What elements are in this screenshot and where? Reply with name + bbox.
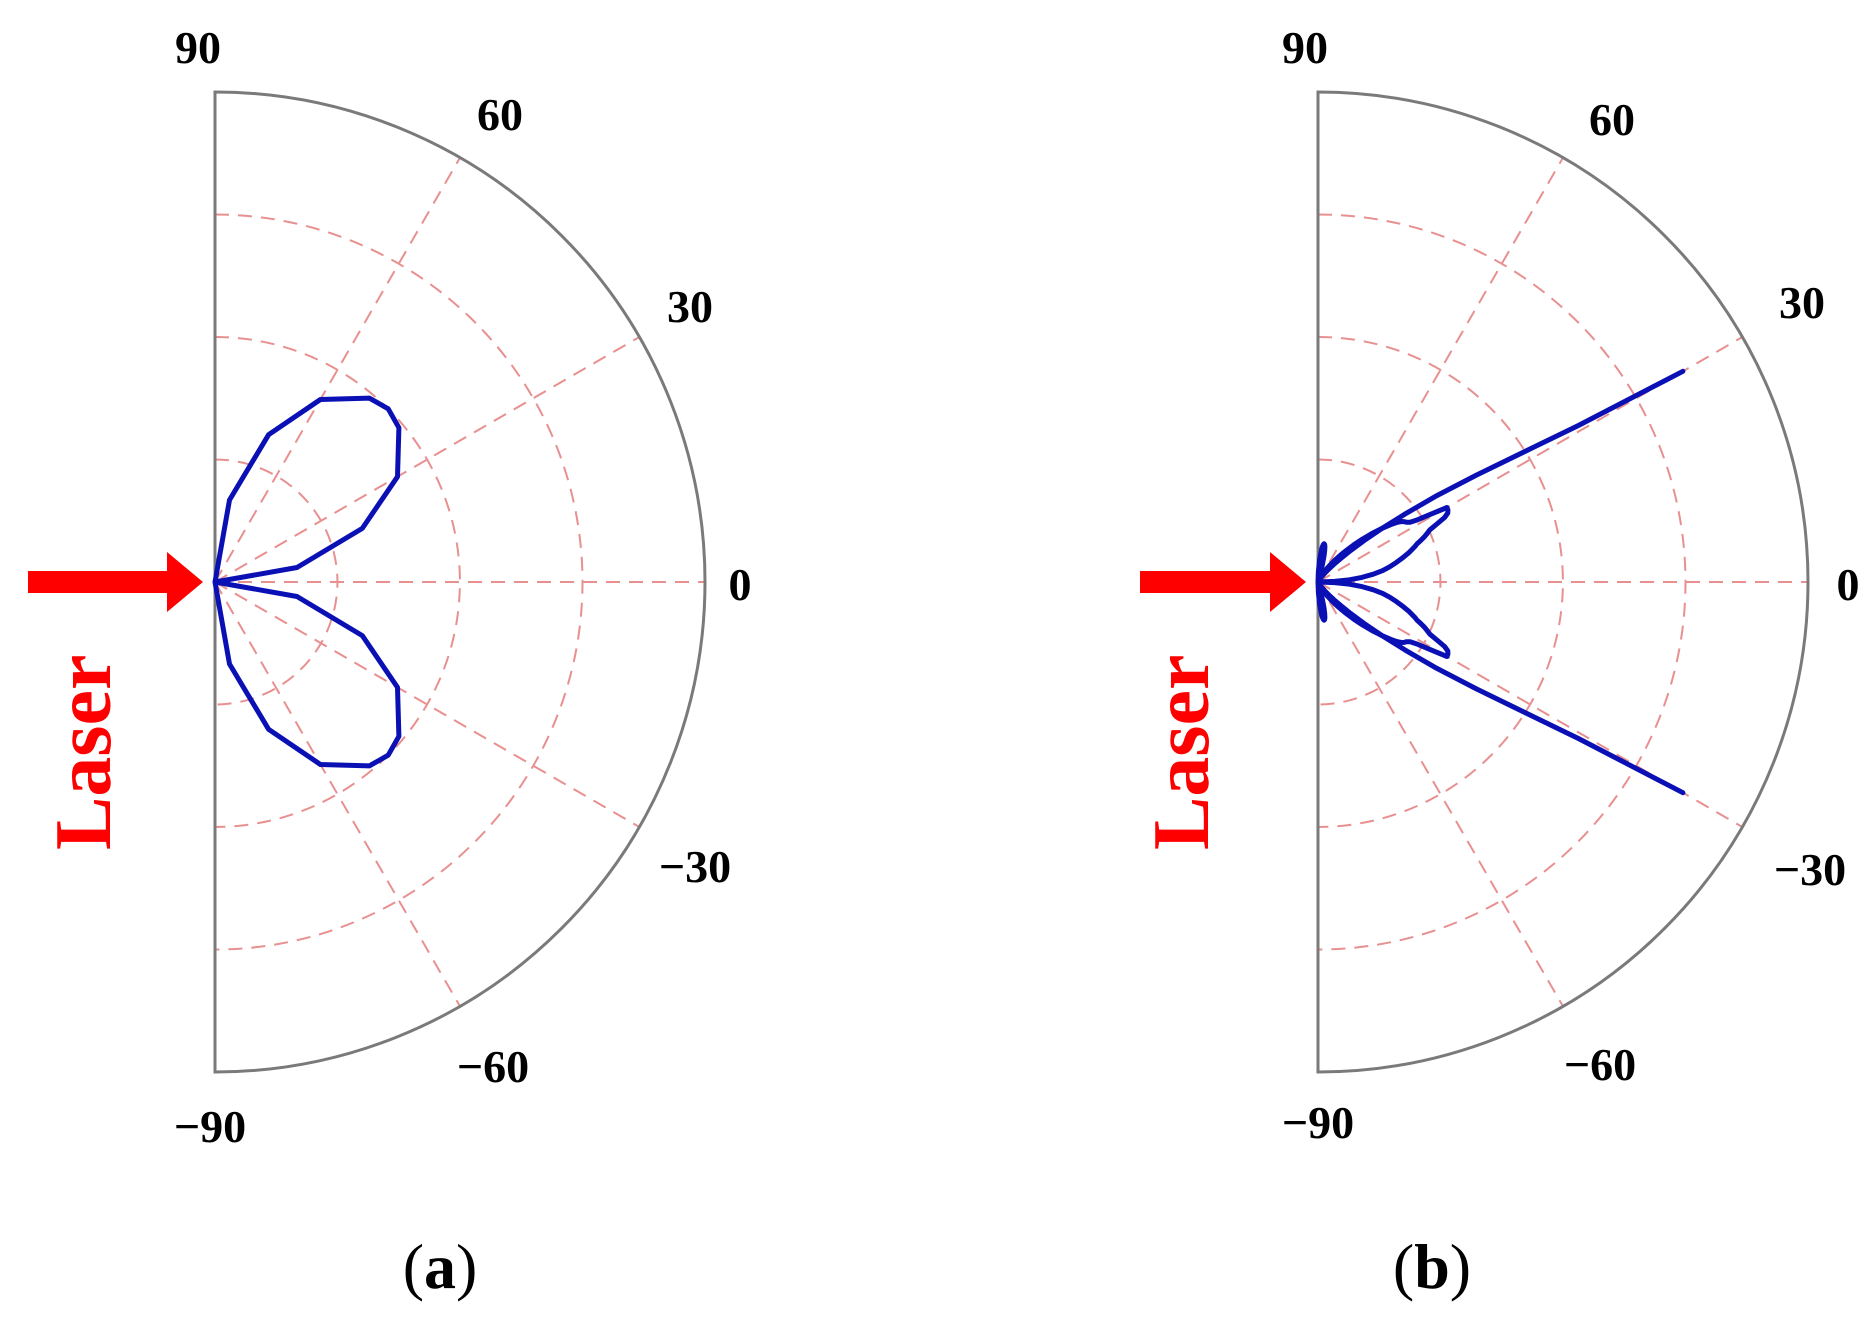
angle-tick-90-b: 90	[1282, 22, 1328, 73]
grid-b	[1317, 157, 1808, 1007]
panel-label-b: (b)	[1393, 1231, 1471, 1302]
angle-tick-0-a: 0	[729, 559, 752, 610]
panel-label-close-b: )	[1450, 1231, 1471, 1302]
laser-label-b: Laser	[1138, 654, 1226, 850]
series-curve-a-0	[212, 395, 402, 769]
angle-tick-minus90-a: −90	[174, 1101, 246, 1152]
curves-b	[1315, 368, 1686, 796]
panel-label-letter-a: a	[424, 1231, 456, 1302]
panel-label-open-a: (	[403, 1231, 424, 1302]
angle-tick-minus30-a: −30	[659, 841, 731, 892]
angle-tick-30-a: 30	[667, 281, 713, 332]
angle-tick-30-b: 30	[1779, 277, 1825, 328]
radial-gridline-a-1	[214, 336, 461, 828]
laser-label-a: Laser	[40, 654, 128, 850]
angle-spoke-a-4	[214, 581, 640, 828]
laser-arrow-a	[28, 552, 203, 612]
angle-spoke-b-5	[1317, 581, 1564, 1007]
panel-label-a: (a)	[403, 1231, 478, 1302]
angle-spoke-a-1	[214, 157, 461, 583]
angle-spoke-a-2	[214, 336, 640, 583]
curves-a	[212, 395, 402, 769]
angle-tick-minus90-b: −90	[1282, 1097, 1354, 1148]
series-curve-b-2	[1315, 579, 1686, 796]
angle-spoke-b-2	[1317, 336, 1743, 583]
angle-tick-60-a: 60	[477, 89, 523, 140]
grid-a	[214, 157, 705, 1007]
angle-tick-minus60-a: −60	[457, 1041, 529, 1092]
angle-tick-60-b: 60	[1589, 94, 1635, 145]
radial-gridline-b-1	[1317, 336, 1564, 828]
laser-arrow-b	[1140, 552, 1306, 612]
panel-a: 90 60 30 0 −30 −60 −90 Laser (a)	[28, 22, 752, 1302]
radial-gridline-b-2	[1317, 213, 1687, 951]
radial-gridline-a-2	[214, 213, 584, 951]
angle-ticks-a: 90 60 30 0 −30 −60 −90	[174, 22, 752, 1152]
angle-tick-minus60-b: −60	[1564, 1039, 1636, 1090]
panel-label-letter-b: b	[1414, 1231, 1450, 1302]
laser-indicator-b: Laser	[1138, 552, 1306, 850]
angle-spoke-b-4	[1317, 581, 1743, 828]
panel-label-open-b: (	[1393, 1231, 1414, 1302]
angle-tick-minus30-b: −30	[1774, 844, 1846, 895]
laser-indicator-a: Laser	[28, 552, 203, 850]
angle-ticks-b: 90 60 30 0 −30 −60 −90	[1282, 22, 1860, 1148]
angle-tick-0-b: 0	[1837, 559, 1860, 610]
angle-tick-90-a: 90	[175, 22, 221, 73]
panel-b: 90 60 30 0 −30 −60 −90 Laser (b)	[1138, 22, 1860, 1302]
angle-spoke-b-1	[1317, 157, 1564, 583]
polar-frame-b	[1316, 90, 1810, 1074]
angle-spoke-a-5	[214, 581, 461, 1007]
panel-label-close-a: )	[456, 1231, 477, 1302]
polar-frame-a	[213, 90, 707, 1074]
